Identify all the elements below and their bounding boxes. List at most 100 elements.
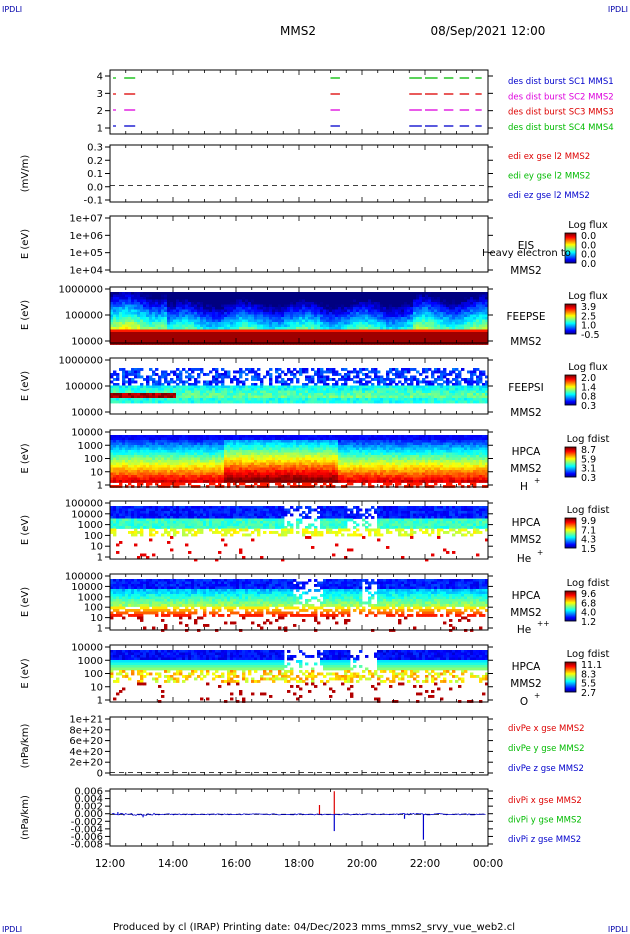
spectrogram bbox=[110, 506, 489, 562]
colorbar-tick-feepse: -0.5 bbox=[581, 330, 600, 341]
y-tick-label-hpca_he1: 10 bbox=[90, 542, 103, 553]
colorbar-tick-hpca_he2: 9.6 bbox=[581, 589, 596, 600]
colorbar-tick-hpca_o: 5.5 bbox=[581, 679, 596, 690]
y-tick-label-edi: 0.3 bbox=[87, 143, 103, 154]
y-tick-label-divpe: 8e+20 bbox=[69, 725, 103, 736]
corner-label-top-left: IPDLI bbox=[2, 5, 22, 14]
y-axis-title-feepse: E (eV) bbox=[20, 300, 31, 330]
colorbar-tick-feepsi: 0.3 bbox=[581, 401, 596, 412]
y-tick-label-hpca_o: 10 bbox=[90, 682, 103, 693]
colorbar-tick-hpca_h: 0.3 bbox=[581, 473, 596, 484]
panel-frame-divpe bbox=[109, 716, 489, 776]
instrument-sc-eis: MMS2 bbox=[510, 265, 541, 277]
y-tick-label-edi: 0.1 bbox=[87, 169, 103, 180]
y-tick-label-divpi: -0.004 bbox=[71, 824, 103, 835]
y-tick-label-hpca_o: 10000 bbox=[71, 643, 103, 654]
species-label-hpca_he2: He bbox=[517, 624, 531, 636]
colorbar-tick-hpca_he2: 6.8 bbox=[581, 598, 596, 609]
colorbar-tick-feepse: 2.5 bbox=[581, 311, 596, 322]
y-tick-label-eis: 1e+06 bbox=[69, 231, 103, 242]
y-axis-title-hpca_he1: E (eV) bbox=[20, 515, 31, 545]
legend-entry-divpi: divPi x gse MMS2 bbox=[508, 796, 582, 806]
y-tick-label-hpca_o: 1 bbox=[97, 696, 103, 707]
colorbar-tick-hpca_he1: 7.1 bbox=[581, 525, 596, 536]
colorbar-frame-hpca_o bbox=[564, 661, 577, 693]
y-tick-label-divpe: 0 bbox=[97, 769, 103, 780]
footer-credit: Produced by cl (IRAP) Printing date: 04/… bbox=[113, 922, 515, 933]
y-tick-label-hpca_h: 10 bbox=[90, 467, 103, 478]
colorbar-tick-feepse: 1.0 bbox=[581, 321, 596, 332]
instrument-name-hpca_o: HPCA bbox=[512, 661, 542, 673]
y-tick-label-hpca_he2: 10 bbox=[90, 613, 103, 624]
y-tick-label-burst: 4 bbox=[97, 72, 103, 83]
y-tick-label-feepsi: 10000 bbox=[71, 408, 103, 419]
y-tick-label-hpca_he2: 1 bbox=[97, 624, 103, 635]
y-tick-label-hpca_he2: 100 bbox=[84, 603, 103, 614]
legend-entry-edi: edi ex gse l2 MMS2 bbox=[508, 152, 590, 162]
colorbar-tick-hpca_he1: 9.9 bbox=[581, 516, 596, 527]
y-tick-label-hpca_h: 1000 bbox=[78, 441, 103, 452]
colorbar-tick-feepsi: 0.8 bbox=[581, 392, 596, 403]
panel-frame-divpi bbox=[109, 788, 489, 847]
y-tick-label-burst: 3 bbox=[97, 89, 103, 100]
legend-entry-burst: des dist burst SC3 MMS3 bbox=[508, 108, 614, 118]
colorbar-title-feepse: Log flux bbox=[568, 291, 608, 302]
y-tick-label-eis: 1e+04 bbox=[69, 266, 103, 277]
legend-entry-divpe: divPe y gse MMS2 bbox=[508, 744, 585, 754]
colorbar-tick-eis: 0.0 bbox=[581, 250, 596, 261]
colorbar-title-hpca_he1: Log fdist bbox=[567, 505, 610, 516]
colorbar-title-hpca_o: Log fdist bbox=[567, 649, 610, 660]
colorbar-feepse bbox=[565, 304, 576, 335]
y-tick-label-hpca_he2: 1000 bbox=[78, 592, 103, 603]
legend-entry-burst: des dist burst SC1 MMS1 bbox=[508, 77, 614, 87]
y-tick-label-hpca_he1: 1 bbox=[97, 553, 103, 564]
colorbar-title-hpca_he2: Log fdist bbox=[567, 578, 610, 589]
spectrogram bbox=[110, 650, 489, 703]
colorbar-tick-feepsi: 2.0 bbox=[581, 373, 596, 384]
y-tick-label-divpi: 0.004 bbox=[74, 794, 103, 805]
spectrogram bbox=[110, 435, 489, 488]
y-tick-label-divpe: 6e+20 bbox=[69, 736, 103, 747]
y-tick-label-divpi: -0.006 bbox=[71, 832, 103, 843]
instrument-sc-feepse: MMS2 bbox=[510, 336, 541, 348]
y-tick-label-hpca_he1: 1000 bbox=[78, 520, 103, 531]
colorbar-frame-hpca_he2 bbox=[564, 590, 577, 622]
colorbar-tick-hpca_o: 8.3 bbox=[581, 669, 596, 680]
y-tick-label-divpi: 0.002 bbox=[74, 802, 103, 813]
y-tick-label-edi: 0.0 bbox=[87, 182, 103, 193]
charge-label-hpca_he2: ++ bbox=[537, 619, 550, 628]
x-tick-label: 22:00 bbox=[410, 858, 440, 870]
y-axis-title-hpca_he2: E (eV) bbox=[20, 587, 31, 617]
colorbar-tick-hpca_he1: 1.5 bbox=[581, 544, 596, 555]
panel-frame-eis bbox=[109, 215, 489, 273]
spacecraft-title: MMS2 bbox=[280, 24, 316, 38]
corner-label-bottom-left: IPDLI bbox=[2, 925, 22, 934]
y-axis-title-hpca_o: E (eV) bbox=[20, 658, 31, 688]
colorbar-hpca_he1 bbox=[565, 518, 576, 549]
y-tick-label-edi: -0.1 bbox=[83, 196, 103, 207]
overlay-label-eis: Heavy electron to bbox=[482, 248, 571, 259]
y-tick-label-hpca_o: 100 bbox=[84, 669, 103, 680]
colorbar-feepsi bbox=[565, 375, 576, 406]
colorbar-title-hpca_h: Log fdist bbox=[567, 434, 610, 445]
colorbar-title-eis: Log flux bbox=[568, 220, 608, 231]
x-tick-label: 14:00 bbox=[158, 858, 188, 870]
colorbar-frame-hpca_h bbox=[564, 446, 577, 478]
colorbar-tick-eis: 0.0 bbox=[581, 240, 596, 251]
species-label-hpca_o: O bbox=[520, 696, 528, 708]
colorbar-tick-hpca_h: 3.1 bbox=[581, 464, 596, 475]
y-axis-title-divpi: (nPa/km) bbox=[20, 795, 31, 840]
instrument-name-feepse: FEEPSE bbox=[507, 311, 546, 323]
y-tick-label-feepse: 1000000 bbox=[58, 285, 103, 296]
y-tick-label-divpe: 1e+21 bbox=[69, 715, 103, 726]
colorbar-tick-hpca_o: 11.1 bbox=[581, 660, 602, 671]
charge-label-hpca_o: + bbox=[534, 691, 540, 700]
panel-frame-edi bbox=[109, 144, 489, 203]
colorbar-tick-hpca_h: 5.9 bbox=[581, 454, 596, 465]
y-tick-label-feepse: 10000 bbox=[71, 337, 103, 348]
colorbar-hpca_he2 bbox=[565, 591, 576, 622]
legend-entry-divpe: divPe x gse MMS2 bbox=[508, 724, 585, 734]
instrument-sc-hpca_he2: MMS2 bbox=[510, 607, 541, 619]
colorbar-frame-eis bbox=[564, 232, 577, 264]
